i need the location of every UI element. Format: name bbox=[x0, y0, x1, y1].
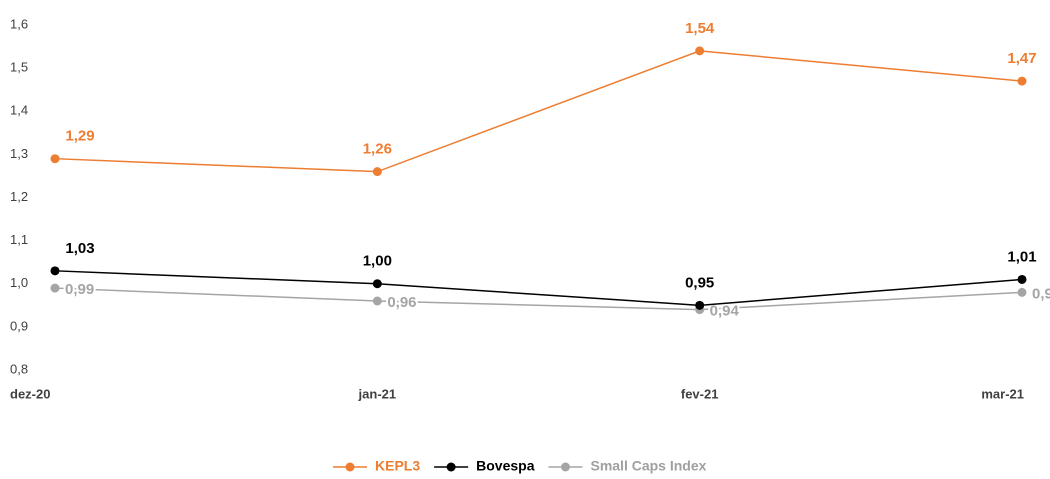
legend-marker bbox=[446, 462, 456, 472]
x-tick-label: fev-21 bbox=[681, 386, 719, 401]
y-tick-label: 1,5 bbox=[10, 60, 28, 75]
data-label: 1,47 bbox=[1007, 50, 1036, 67]
y-tick-label: 1,2 bbox=[10, 189, 28, 204]
series-line bbox=[54, 287, 1023, 311]
y-tick-label: 1,4 bbox=[10, 103, 28, 118]
series-line bbox=[54, 50, 1023, 173]
data-point bbox=[372, 296, 382, 306]
data-label: 0,94 bbox=[710, 303, 740, 320]
data-point bbox=[372, 167, 382, 177]
data-label: 1,00 bbox=[363, 253, 392, 270]
legend-marker bbox=[560, 462, 570, 472]
data-label: 0,96 bbox=[387, 294, 416, 311]
data-label: 0,99 bbox=[65, 281, 94, 298]
data-point bbox=[50, 266, 60, 276]
y-tick-label: 1,0 bbox=[10, 275, 28, 290]
data-label: 1,29 bbox=[65, 128, 94, 145]
data-point bbox=[695, 300, 705, 310]
legend-marker bbox=[345, 462, 355, 472]
series-line bbox=[54, 270, 1023, 307]
x-tick-label: mar-21 bbox=[981, 386, 1024, 401]
data-label: 1,26 bbox=[363, 141, 392, 158]
legend-label: Small Caps Index bbox=[590, 458, 706, 474]
y-tick-label: 1,6 bbox=[10, 16, 28, 31]
data-point bbox=[1017, 76, 1027, 86]
data-point bbox=[372, 279, 382, 289]
data-point bbox=[1017, 287, 1027, 297]
data-label: 1,54 bbox=[685, 20, 715, 37]
legend-label: KEPL3 bbox=[375, 458, 420, 474]
data-label: 1,01 bbox=[1007, 248, 1036, 265]
y-tick-label: 1,3 bbox=[10, 146, 28, 161]
legend-label: Bovespa bbox=[476, 458, 535, 474]
y-tick-label: 1,1 bbox=[10, 232, 28, 247]
data-label: 0,98 bbox=[1032, 285, 1050, 302]
x-tick-label: dez-20 bbox=[10, 386, 50, 401]
data-point bbox=[1017, 274, 1027, 284]
y-tick-label: 0,9 bbox=[10, 318, 28, 333]
data-point bbox=[50, 283, 60, 293]
data-label: 0,95 bbox=[685, 274, 714, 291]
data-point bbox=[695, 46, 705, 56]
data-point bbox=[50, 154, 60, 164]
data-label: 1,03 bbox=[65, 240, 94, 257]
y-tick-label: 0,8 bbox=[10, 361, 28, 376]
x-tick-label: jan-21 bbox=[358, 386, 397, 401]
